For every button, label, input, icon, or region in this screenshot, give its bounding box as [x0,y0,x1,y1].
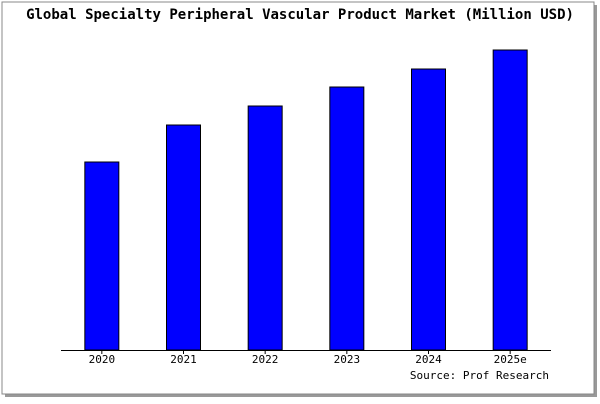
source: Source: Prof Research [410,369,549,382]
bar [329,86,365,351]
chart-title: Global Specialty Peripheral Vascular Pro… [26,7,574,23]
x-tick-label: 2020 [89,353,116,366]
bar [247,105,283,351]
bar [166,124,201,351]
x-tick-label: 2022 [252,353,279,366]
x-tick-label: 2024 [415,353,442,366]
bar [492,49,528,351]
x-tick-label: 2021 [170,353,197,366]
x-tick-label: 2023 [334,353,361,366]
bar [84,161,120,351]
x-tick-label: 2025e [494,353,527,366]
bar [411,68,446,351]
